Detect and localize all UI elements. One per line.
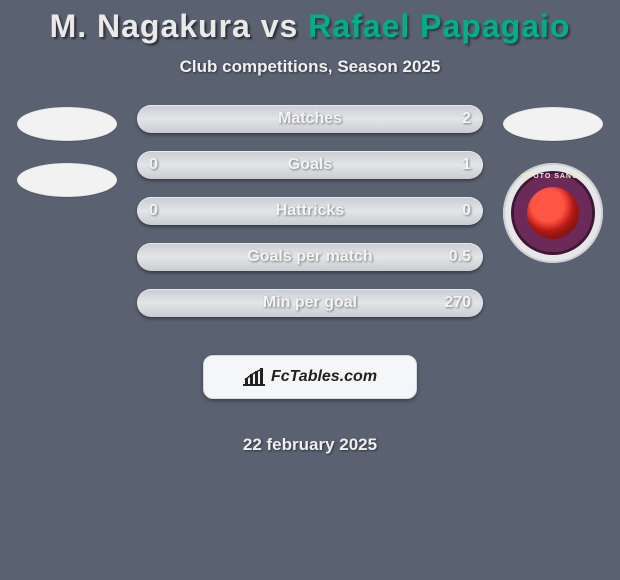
stat-right: 2: [462, 105, 471, 133]
date-line: 22 february 2025: [137, 435, 483, 455]
right-side-col: KYOTO SANGA: [501, 105, 605, 263]
stat-row-matches: Matches 2: [137, 105, 483, 133]
club-logo-center: [527, 187, 579, 239]
player2-club-logo: KYOTO SANGA: [503, 163, 603, 263]
title-player2: Rafael Papagaio: [308, 8, 570, 44]
stat-right: 270: [444, 289, 471, 317]
player1-club-placeholder: [17, 163, 117, 197]
title-player1: M. Nagakura: [50, 8, 251, 44]
stats-column: Matches 2 0 Goals 1 0 Hattricks 0 Goals …: [137, 105, 483, 455]
brand-card[interactable]: FcTables.com: [203, 355, 417, 399]
stat-right: 0: [462, 197, 471, 225]
player1-photo-placeholder: [17, 107, 117, 141]
stat-label: Hattricks: [137, 197, 483, 225]
stat-label: Goals: [137, 151, 483, 179]
body-row: Matches 2 0 Goals 1 0 Hattricks 0 Goals …: [0, 105, 620, 455]
stat-label: Goals per match: [137, 243, 483, 271]
title: M. Nagakura vs Rafael Papagaio: [0, 8, 620, 45]
title-vs: vs: [261, 8, 299, 44]
left-side-col: [15, 105, 119, 197]
bar-chart-icon: [243, 368, 265, 386]
stat-row-hattricks: 0 Hattricks 0: [137, 197, 483, 225]
comparison-card: M. Nagakura vs Rafael Papagaio Club comp…: [0, 0, 620, 455]
stat-label: Matches: [137, 105, 483, 133]
stat-row-mpg: Min per goal 270: [137, 289, 483, 317]
player2-photo-placeholder: [503, 107, 603, 141]
subtitle: Club competitions, Season 2025: [0, 57, 620, 77]
club-logo-text: KYOTO SANGA: [503, 173, 603, 180]
brand-text: FcTables.com: [271, 368, 377, 386]
stat-label: Min per goal: [137, 289, 483, 317]
club-logo-ring: [511, 171, 595, 255]
stat-row-gpm: Goals per match 0.5: [137, 243, 483, 271]
stat-right: 0.5: [449, 243, 471, 271]
stat-row-goals: 0 Goals 1: [137, 151, 483, 179]
stat-right: 1: [462, 151, 471, 179]
